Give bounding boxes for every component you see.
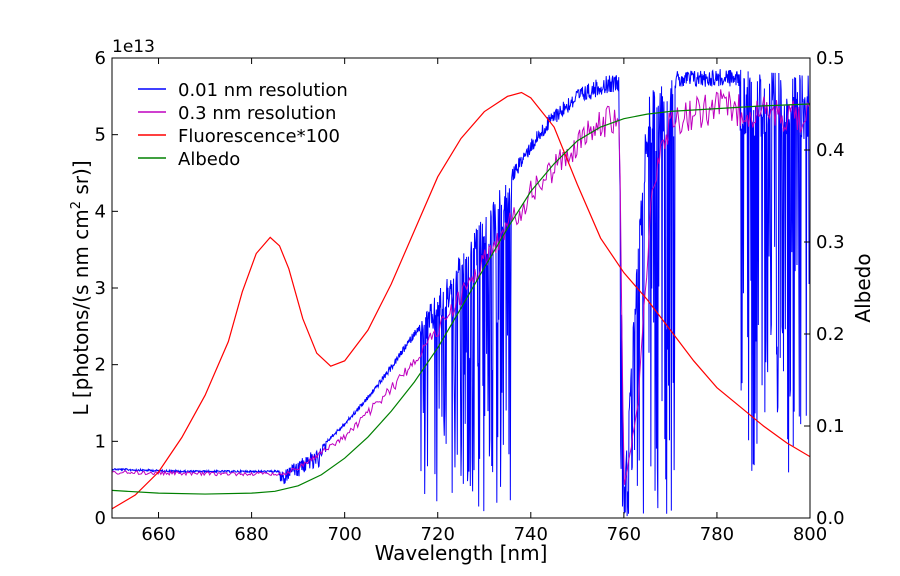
x-tick-label: 800 xyxy=(793,524,827,545)
y-tick-label: 2 xyxy=(95,355,106,376)
x-tick-label: 780 xyxy=(700,524,734,545)
y-offset-label: 1e13 xyxy=(112,37,155,57)
y2-tick-label: 0.3 xyxy=(816,232,845,253)
y-tick-label: 1 xyxy=(95,431,106,452)
y2-tick-label: 0.1 xyxy=(816,416,845,437)
series-albedo-line xyxy=(112,103,810,495)
y-tick-label: 5 xyxy=(95,125,106,146)
y-axis-label-main: L [photons/(s nm cm xyxy=(69,209,93,415)
y2-tick-label: 0.2 xyxy=(816,324,845,345)
x-tick-label: 680 xyxy=(234,524,268,545)
y2-tick-label: 0.4 xyxy=(816,140,845,161)
y2-tick-label: 0.0 xyxy=(816,508,845,529)
x-tick-label: 740 xyxy=(514,524,548,545)
x-tick-label: 660 xyxy=(141,524,175,545)
series-fluorescence-line xyxy=(112,91,810,510)
y-tick-label: 6 xyxy=(95,48,106,69)
y2-axis-label: Albedo xyxy=(851,253,875,322)
series-lores-line xyxy=(112,89,810,485)
y-axis-label-superscript: 2 xyxy=(69,201,84,209)
y2-tick-label: 0.5 xyxy=(816,48,845,69)
y-tick-label: 0 xyxy=(95,508,106,529)
series-hires-line xyxy=(112,69,810,517)
y-axis-left: 0 1 2 3 4 5 6 xyxy=(95,48,118,529)
series-layer xyxy=(112,69,810,517)
y-tick-label: 4 xyxy=(95,201,106,222)
x-tick-label: 760 xyxy=(607,524,641,545)
legend-label: Fluorescence*100 xyxy=(178,126,340,147)
x-tick-label: 720 xyxy=(421,524,455,545)
y-axis-label-tail: sr)] xyxy=(69,160,93,201)
y-axis-right: 0.0 0.1 0.2 0.3 0.4 0.5 xyxy=(804,48,845,529)
x-tick-label: 700 xyxy=(327,524,361,545)
y-axis-label: L [photons/(s nm cm2 sr)] xyxy=(69,160,93,415)
legend-label: 0.3 nm resolution xyxy=(178,103,336,124)
y-tick-label: 3 xyxy=(95,278,106,299)
x-axis-label: Wavelength [nm] xyxy=(375,541,548,565)
x-axis: 660 680 700 720 740 760 780 800 xyxy=(141,58,827,545)
legend-label: Albedo xyxy=(178,149,240,170)
legend-label: 0.01 nm resolution xyxy=(178,80,348,101)
